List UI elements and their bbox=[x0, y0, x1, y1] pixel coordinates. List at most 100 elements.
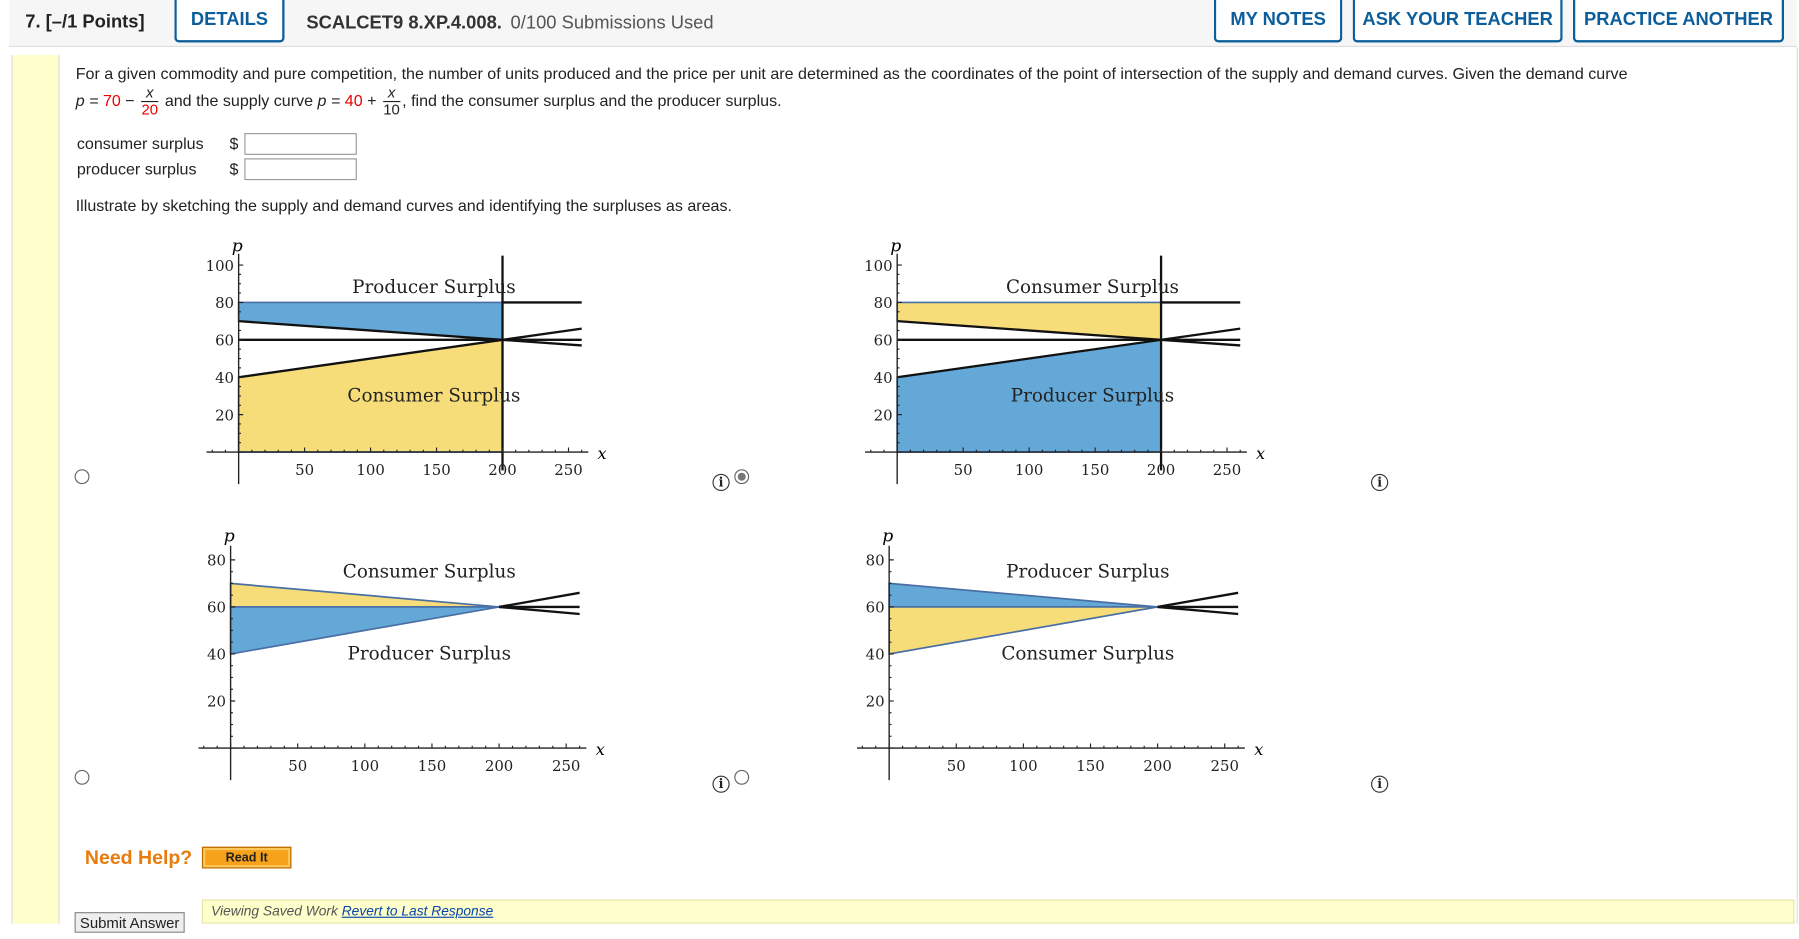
problem-text: For a given commodity and pure competiti… bbox=[75, 64, 1628, 83]
curve-line bbox=[498, 605, 580, 616]
x-tick-label: 100 bbox=[356, 461, 384, 479]
x-axis-label: x bbox=[1256, 444, 1265, 463]
y-tick-label: 20 bbox=[215, 406, 234, 424]
graph-option-3: 50 100 150 200 250 20 40 60 80 x p Consumer Surplus… bbox=[198, 527, 605, 781]
option-1-radio[interactable] bbox=[74, 469, 90, 485]
x-tick-label: 250 bbox=[1213, 461, 1241, 479]
info-icon[interactable]: i bbox=[712, 775, 730, 793]
problem-mid-text: and the supply curve bbox=[160, 90, 318, 110]
y-tick-label: 100 bbox=[206, 257, 234, 275]
revert-link[interactable]: Revert to Last Response bbox=[341, 902, 494, 919]
question-body bbox=[57, 47, 1798, 924]
curve-line bbox=[897, 319, 1241, 347]
illustrate-instruction: Illustrate by sketching the supply and d… bbox=[75, 196, 732, 215]
details-button[interactable]: DETAILS bbox=[174, 0, 285, 43]
y-tick-label: 80 bbox=[866, 552, 885, 570]
supply-prefix: p = bbox=[317, 90, 345, 110]
x-tick-label: 200 bbox=[1147, 461, 1175, 479]
curve-line bbox=[1157, 591, 1239, 609]
surplus-region bbox=[896, 301, 1162, 341]
consumer-surplus-input[interactable] bbox=[244, 133, 357, 155]
info-icon[interactable]: i bbox=[1371, 775, 1389, 793]
demand-numerator: x bbox=[141, 84, 159, 103]
graph-option-1: 50 100 150 200 250 20 40 60 80 100 x p Producer Surp… bbox=[206, 236, 607, 485]
x-tick-label: 50 bbox=[947, 757, 966, 775]
x-tick-label: 150 bbox=[418, 757, 446, 775]
y-axis-label: p bbox=[890, 236, 901, 256]
y-tick-label: 20 bbox=[874, 406, 893, 424]
x-tick-label: 100 bbox=[351, 757, 379, 775]
curve-line bbox=[498, 591, 580, 609]
x-tick-label: 200 bbox=[488, 461, 516, 479]
x-tick-label: 50 bbox=[295, 461, 314, 479]
demand-constant: 70 bbox=[102, 90, 121, 110]
y-axis-label: p bbox=[882, 527, 893, 547]
demand-fraction: x 20 bbox=[141, 84, 159, 119]
submissions-used: 0/100 Submissions Used bbox=[510, 13, 714, 34]
curve-line bbox=[897, 327, 1241, 379]
y-tick-label: 60 bbox=[866, 599, 885, 617]
y-tick-label: 60 bbox=[215, 332, 234, 350]
curve-line bbox=[238, 327, 582, 379]
surplus-label: Consumer Surplus bbox=[343, 561, 516, 582]
y-tick-label: 100 bbox=[864, 257, 892, 275]
viewing-saved-work-text: Viewing Saved Work bbox=[211, 902, 342, 919]
x-tick-label: 250 bbox=[1211, 757, 1239, 775]
y-tick-label: 40 bbox=[866, 646, 885, 664]
problem-end-text: , find the consumer surplus and the prod… bbox=[402, 90, 782, 110]
supply-numerator: x bbox=[383, 84, 400, 103]
read-it-button[interactable]: Read It bbox=[201, 846, 292, 869]
info-icon[interactable]: i bbox=[712, 473, 730, 492]
consumer-surplus-label: consumer surplus bbox=[76, 134, 204, 153]
x-tick-label: 250 bbox=[552, 757, 580, 775]
x-tick-label: 50 bbox=[954, 461, 973, 479]
x-tick-label: 150 bbox=[1076, 757, 1104, 775]
practice-another-button[interactable]: PRACTICE ANOTHER bbox=[1572, 0, 1785, 43]
x-axis-label: x bbox=[598, 444, 607, 463]
surplus-region bbox=[888, 582, 1158, 608]
y-tick-label: 80 bbox=[215, 294, 234, 312]
y-tick-label: 60 bbox=[874, 332, 893, 350]
graph-option-4: 50 100 150 200 250 20 40 60 80 x p Producer Surplus… bbox=[857, 527, 1263, 781]
surplus-label: Producer Surplus bbox=[348, 644, 511, 665]
surplus-label: Producer Surplus bbox=[1006, 561, 1169, 582]
need-help-label: Need Help? bbox=[84, 846, 193, 869]
my-notes-button[interactable]: MY NOTES bbox=[1213, 0, 1343, 43]
y-tick-label: 20 bbox=[207, 693, 226, 711]
info-icon[interactable]: i bbox=[1371, 473, 1389, 492]
x-axis-label: x bbox=[1254, 740, 1263, 759]
surplus-label: Consumer Surplus bbox=[347, 386, 520, 407]
x-tick-label: 200 bbox=[1143, 757, 1171, 775]
y-tick-label: 80 bbox=[207, 552, 226, 570]
y-axis-label: p bbox=[232, 236, 243, 256]
y-axis-label: p bbox=[224, 527, 235, 547]
y-tick-label: 80 bbox=[874, 294, 893, 312]
question-side-strip bbox=[11, 55, 60, 924]
surplus-label: Producer Surplus bbox=[352, 277, 515, 298]
x-tick-label: 100 bbox=[1015, 461, 1043, 479]
demand-operator: − bbox=[120, 90, 140, 110]
x-tick-label: 250 bbox=[554, 461, 582, 479]
surplus-region bbox=[237, 301, 504, 341]
x-tick-label: 200 bbox=[485, 757, 513, 775]
option-4-radio[interactable] bbox=[734, 769, 750, 785]
option-2-radio[interactable] bbox=[734, 469, 750, 485]
supply-denominator: 10 bbox=[383, 100, 400, 119]
problem-statement: For a given commodity and pure competiti… bbox=[76, 64, 1728, 118]
x-axis-label: x bbox=[596, 740, 605, 759]
option-3-radio[interactable] bbox=[74, 769, 90, 785]
y-tick-label: 40 bbox=[215, 369, 234, 387]
submit-answer-button[interactable]: Submit Answer bbox=[74, 912, 185, 933]
question-points: 7. [–/1 Points] bbox=[25, 12, 145, 33]
surplus-label: Consumer Surplus bbox=[1006, 277, 1179, 298]
demand-denominator: 20 bbox=[141, 100, 159, 119]
problem-id: SCALCET9 8.XP.4.008. bbox=[306, 13, 502, 34]
surplus-label: Consumer Surplus bbox=[1001, 644, 1174, 665]
currency-sign: $ bbox=[229, 134, 239, 153]
ask-your-teacher-button[interactable]: ASK YOUR TEACHER bbox=[1352, 0, 1563, 43]
surplus-region bbox=[229, 582, 500, 608]
currency-sign: $ bbox=[229, 159, 239, 178]
producer-surplus-input[interactable] bbox=[244, 158, 357, 181]
saved-work-bar: Viewing Saved Work Revert to Last Respon… bbox=[201, 899, 1795, 924]
